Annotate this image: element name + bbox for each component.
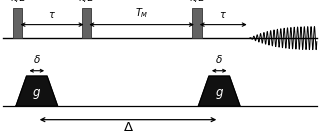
Text: $\pi/2$: $\pi/2$ bbox=[78, 0, 94, 4]
Text: $\pi/2$: $\pi/2$ bbox=[10, 0, 26, 4]
Text: $g$: $g$ bbox=[32, 87, 41, 101]
Text: $\Delta$: $\Delta$ bbox=[123, 121, 133, 134]
Polygon shape bbox=[198, 76, 240, 106]
Bar bbox=[82, 8, 91, 38]
Text: $\delta$: $\delta$ bbox=[33, 53, 41, 65]
Text: $\delta$: $\delta$ bbox=[215, 53, 223, 65]
Text: $\tau$: $\tau$ bbox=[219, 10, 227, 20]
Polygon shape bbox=[16, 76, 58, 106]
Text: $\tau$: $\tau$ bbox=[48, 10, 56, 20]
Bar bbox=[13, 8, 22, 38]
Text: $T_M$: $T_M$ bbox=[135, 6, 148, 20]
Text: $g$: $g$ bbox=[215, 87, 224, 101]
Bar bbox=[192, 8, 202, 38]
Text: $\pi/2$: $\pi/2$ bbox=[189, 0, 205, 4]
